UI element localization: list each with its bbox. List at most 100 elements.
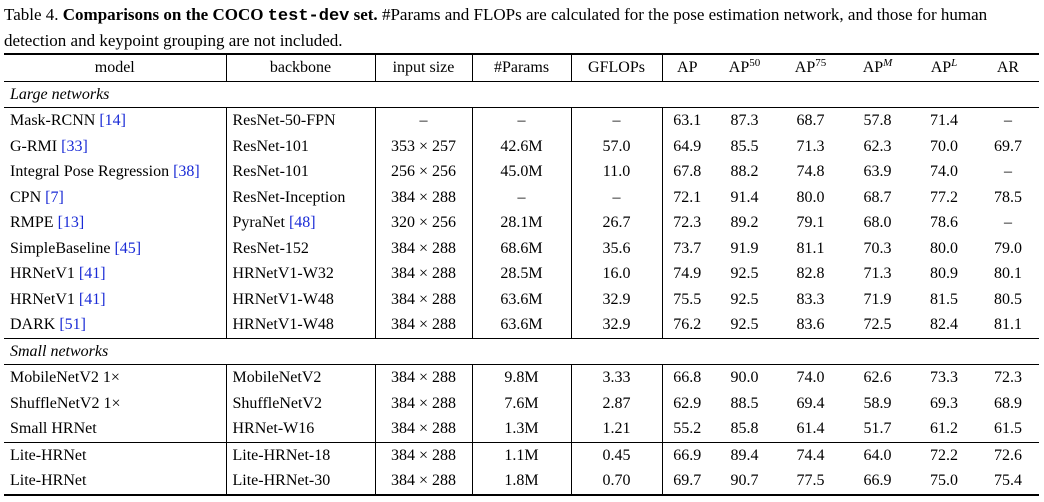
cell-ap-text: 75.5	[673, 290, 702, 308]
cell-ap: 72.3	[661, 210, 712, 236]
cell-ap75: 83.6	[777, 312, 844, 338]
cell-params: 28.1M	[471, 210, 571, 236]
cell-apl-text: 78.6	[930, 214, 958, 231]
cell-gflops: 0.70	[570, 468, 662, 496]
cell-apl-text: 74.0	[930, 163, 958, 180]
cell-ap-text: 67.8	[673, 163, 702, 180]
section-large: Large networks	[4, 81, 1039, 108]
cell-apm-text: 71.3	[863, 265, 892, 282]
cell-apm-text: 62.6	[863, 369, 892, 386]
cell-apl-text: 81.5	[930, 290, 958, 308]
cell-ap75-text: 82.8	[796, 265, 825, 282]
cell-apl-text: 70.0	[930, 137, 958, 155]
cell-gflops: 2.87	[570, 390, 662, 416]
cell-ap75-text: 61.4	[796, 420, 825, 437]
cell-params: 45.0M	[471, 159, 571, 185]
cell-ap-text: 66.8	[673, 369, 702, 386]
caption-title-mono: test-dev	[267, 7, 350, 26]
cell-model: CPN [7]	[4, 185, 226, 211]
cell-apl: 61.2	[911, 416, 977, 442]
cell-ap75-text: 83.6	[796, 316, 825, 333]
cell-ap75-text: 74.8	[796, 163, 825, 180]
cell-model: Mask-RCNN [14]	[4, 108, 226, 134]
cell-apl-text: 75.0	[930, 472, 958, 489]
cell-apl: 80.0	[911, 236, 977, 262]
cell-gflops-text: 1.21	[602, 420, 631, 437]
citation-link[interactable]: [14]	[99, 112, 126, 129]
citation-link[interactable]: [7]	[45, 188, 64, 206]
cell-model-text: ShuffleNetV2 1×	[10, 394, 121, 412]
cell-backbone: Lite-HRNet-30	[225, 468, 375, 496]
cell-ap75: 81.1	[777, 236, 844, 262]
cell-input-size: 256 × 256	[374, 159, 472, 185]
citation-link[interactable]: [38]	[173, 163, 200, 180]
citation-link[interactable]: [45]	[114, 239, 142, 257]
cell-ar: 78.5	[977, 185, 1039, 211]
cell-apl: 77.2	[911, 185, 977, 211]
cell-model: HRNetV1 [41]	[4, 261, 226, 287]
cell-apm-text: 63.9	[863, 163, 892, 180]
cell-ar-text: 75.4	[994, 472, 1022, 489]
cell-ap75: 80.0	[777, 185, 844, 211]
cell-input-size-text: 384 × 288	[390, 239, 457, 257]
cell-params-text: 1.8M	[504, 472, 539, 489]
cell-input-size: 384 × 288	[374, 261, 472, 287]
cell-ap50-text: 88.2	[730, 163, 759, 180]
citation-link[interactable]: [13]	[57, 214, 85, 231]
cell-backbone-text: Lite-HRNet-18	[232, 446, 331, 464]
cell-ap50: 85.5	[712, 134, 777, 160]
cell-apm-text: 71.9	[863, 290, 892, 308]
cell-ap75: 74.8	[777, 159, 844, 185]
cell-ap75: 79.1	[777, 210, 844, 236]
cell-gflops: 35.6	[570, 235, 662, 261]
cell-apm: 68.7	[844, 185, 911, 211]
cell-ap50: 92.5	[712, 261, 777, 287]
cell-apl-text: 72.2	[930, 446, 958, 464]
cell-backbone-text: MobileNetV2	[232, 369, 322, 386]
cell-backbone-text: HRNetV1-W32	[232, 265, 334, 282]
cell-input-size-text: 384 × 288	[390, 265, 457, 282]
table-row: Lite-HRNet Lite-HRNet-18 384 × 288 1.1M 0.45…	[4, 441, 1039, 468]
cell-params: 63.6M	[471, 286, 571, 312]
citation-link[interactable]: [41]	[78, 290, 106, 308]
cell-params: 1.8M	[471, 468, 571, 496]
cell-gflops: –	[570, 107, 662, 134]
cell-gflops: 26.7	[570, 210, 662, 236]
cell-gflops: 32.9	[570, 286, 662, 312]
cell-ap: 72.1	[661, 184, 712, 210]
header-row: model backbone input size #Params GFLOPs…	[4, 53, 1039, 82]
cell-apl-text: 71.4	[930, 112, 958, 129]
cell-gflops-text: 0.45	[602, 446, 631, 464]
cell-model: HRNetV1 [41]	[4, 287, 226, 313]
cell-backbone-text: PyraNet	[232, 214, 285, 231]
cell-backbone-text: ResNet-101	[232, 137, 309, 155]
cell-backbone: ResNet-Inception	[225, 184, 375, 210]
cell-input-size: 384 × 288	[374, 416, 472, 442]
citation-link[interactable]: [41]	[78, 265, 106, 282]
cell-ap50-text: 87.3	[730, 112, 759, 129]
cell-apm: 57.8	[844, 108, 911, 134]
col-ap75-base: AP	[794, 59, 816, 76]
cell-ap75-text: 81.1	[796, 239, 825, 257]
cell-apl: 80.9	[911, 261, 977, 287]
cell-ap: 76.2	[661, 312, 712, 338]
cell-ap: 66.9	[661, 441, 712, 468]
cell-ap50-text: 90.7	[730, 472, 759, 489]
citation-link[interactable]: [33]	[61, 137, 88, 155]
cell-apm: 62.3	[844, 134, 911, 160]
cell-ap75-text: 83.3	[796, 290, 825, 308]
cell-gflops: 16.0	[570, 261, 662, 287]
cell-ar-text: 68.9	[994, 394, 1022, 412]
col-ap50-sup: 50	[749, 57, 761, 69]
cell-apl-text: 61.2	[930, 420, 958, 437]
cell-ap50: 88.2	[712, 159, 777, 185]
cell-gflops-text: –	[612, 112, 621, 129]
cell-ap-text: 66.9	[673, 446, 702, 464]
cell-ap75-text: 71.3	[796, 137, 825, 155]
cell-apm: 66.9	[844, 468, 911, 496]
citation-link[interactable]: [48]	[288, 214, 316, 231]
cell-ap: 55.2	[661, 416, 712, 442]
citation-link[interactable]: [51]	[59, 316, 86, 333]
results-table: model backbone input size #Params GFLOPs…	[4, 53, 1039, 496]
table-row: MobileNetV2 1× MobileNetV2 384 × 288 9.8M 3.…	[4, 364, 1039, 391]
